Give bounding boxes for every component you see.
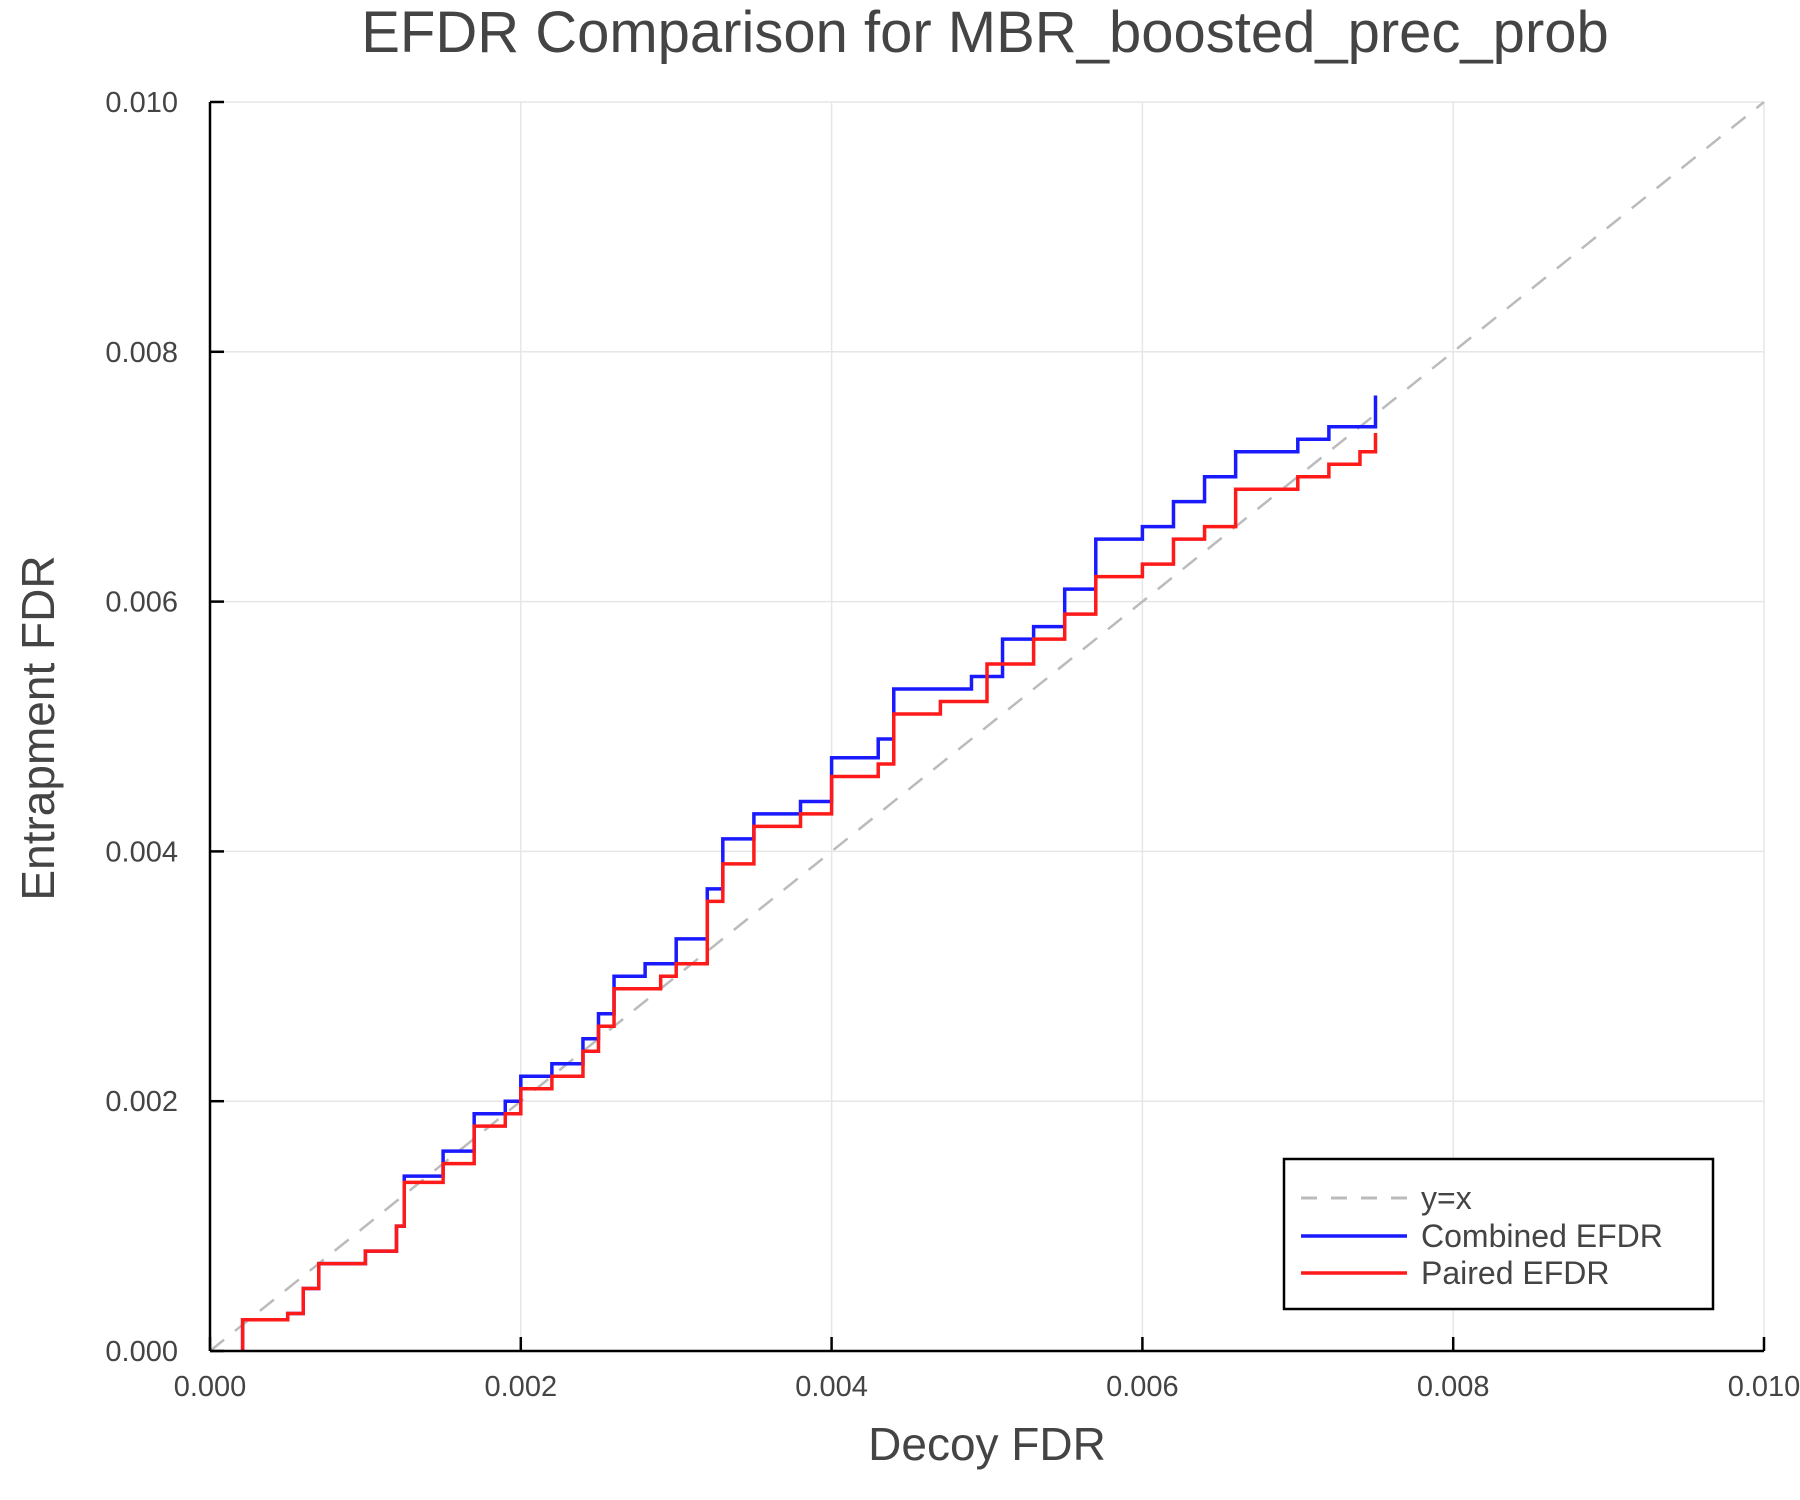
x-tick-label: 0.002 <box>485 1371 558 1403</box>
series-lines <box>209 101 1765 1352</box>
y-tick-label: 0.004 <box>105 836 178 868</box>
legend-label-combined: Combined EFDR <box>1421 1218 1663 1254</box>
y-tick-labels: 0.000 0.002 0.004 0.006 0.008 0.010 <box>105 87 178 1368</box>
paired-efdr-line <box>240 432 1378 1351</box>
x-tick-label: 0.006 <box>1106 1371 1179 1403</box>
legend: y=x Combined EFDR Paired EFDR <box>1282 1157 1715 1311</box>
legend-label-paired: Paired EFDR <box>1421 1255 1610 1291</box>
x-tick-label: 0.010 <box>1728 1371 1800 1403</box>
y-axis-label: Entrapment FDR <box>12 555 64 900</box>
y-tick-label: 0.002 <box>105 1086 178 1118</box>
y-tick-label: 0.008 <box>105 337 178 369</box>
x-tick-label: 0.000 <box>174 1371 247 1403</box>
y-tick-label: 0.010 <box>105 87 178 119</box>
legend-box <box>1282 1157 1715 1311</box>
axes <box>208 100 1766 1353</box>
x-tick-labels: 0.000 0.002 0.004 0.006 0.008 0.010 <box>174 1371 1800 1403</box>
yx-reference-line <box>209 101 1765 1352</box>
x-tick-label: 0.004 <box>795 1371 868 1403</box>
x-tick-label: 0.008 <box>1417 1371 1490 1403</box>
legend-label-yx: y=x <box>1421 1180 1472 1216</box>
x-axis-label: Decoy FDR <box>868 1418 1106 1470</box>
y-tick-label: 0.006 <box>105 587 178 619</box>
chart-title: EFDR Comparison for MBR_boosted_prec_pro… <box>361 0 1609 65</box>
y-tick-label: 0.000 <box>105 1336 178 1368</box>
